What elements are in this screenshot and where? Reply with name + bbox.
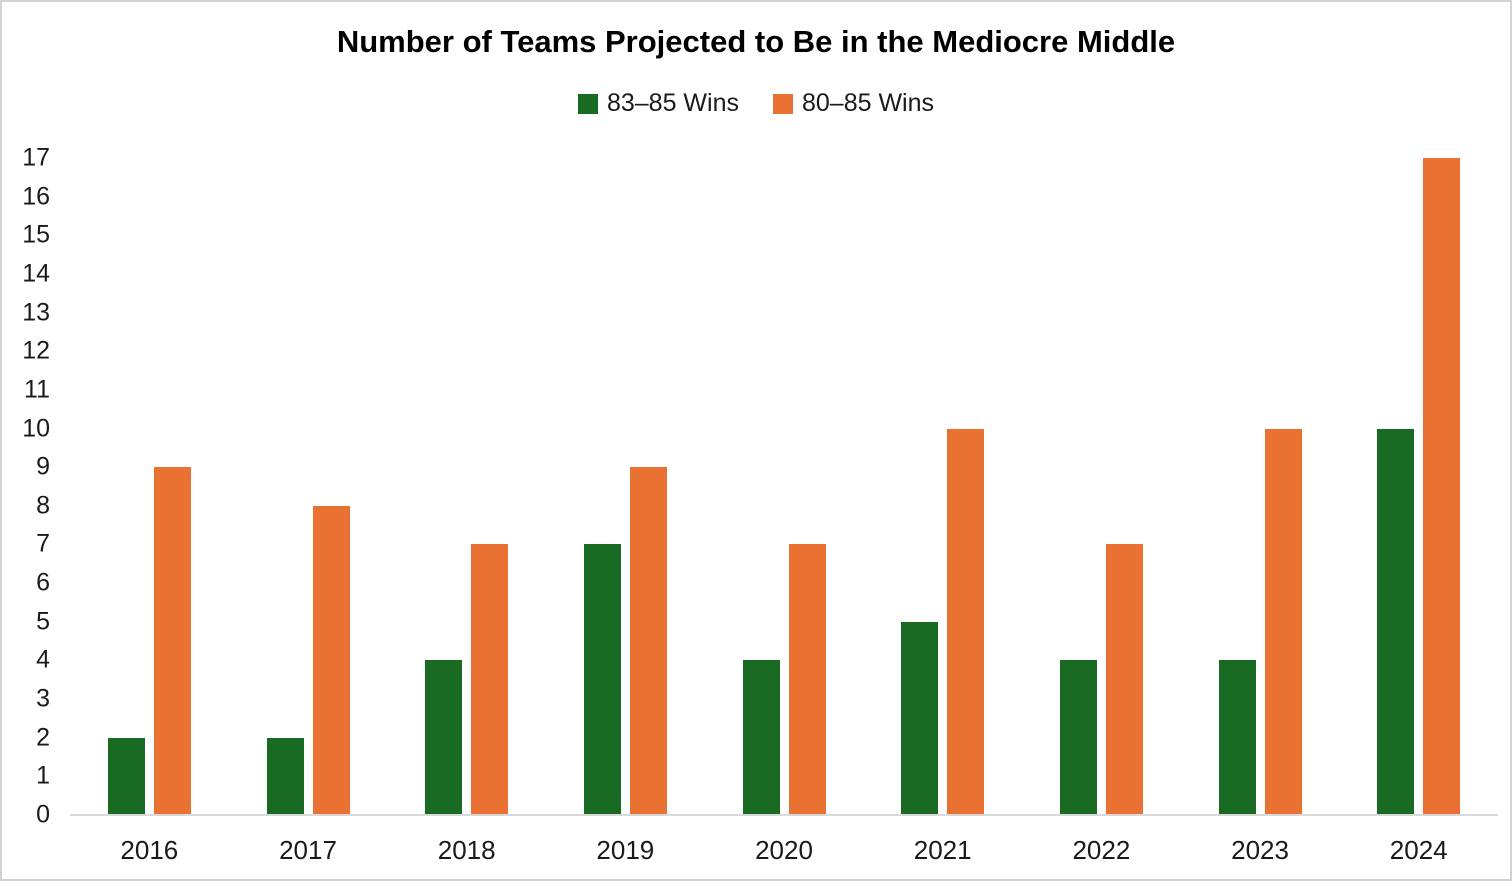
bar-80-85-wins-2016 bbox=[153, 467, 191, 815]
legend-swatch-83-85-wins bbox=[577, 93, 598, 114]
category-group-2019 bbox=[546, 158, 705, 815]
y-tick-10: 10 bbox=[22, 414, 50, 443]
legend: 83–85 Wins 80–85 Wins bbox=[2, 89, 1510, 118]
category-group-2017 bbox=[229, 158, 388, 815]
x-axis-label-2016: 2016 bbox=[120, 835, 179, 865]
bar-80-85-wins-2021 bbox=[947, 428, 985, 815]
category-group-2022 bbox=[1022, 158, 1181, 815]
bar-83-85-wins-2022 bbox=[1059, 660, 1097, 815]
y-tick-4: 4 bbox=[36, 645, 50, 674]
category-group-2018 bbox=[387, 158, 546, 815]
y-tick-17: 17 bbox=[22, 143, 50, 172]
x-axis-label-2018: 2018 bbox=[437, 835, 496, 865]
legend-item-83-85-wins: 83–85 Wins bbox=[577, 89, 739, 118]
legend-label: 83–85 Wins bbox=[606, 89, 739, 117]
bar-83-85-wins-2018 bbox=[425, 660, 463, 815]
y-tick-3: 3 bbox=[36, 684, 50, 713]
bar-83-85-wins-2021 bbox=[901, 621, 939, 815]
bar-80-85-wins-2019 bbox=[629, 467, 667, 815]
x-axis-label-2020: 2020 bbox=[755, 835, 813, 865]
x-axis-label-2022: 2022 bbox=[1072, 835, 1131, 865]
bar-83-85-wins-2017 bbox=[266, 737, 304, 815]
legend-swatch-80-85-wins bbox=[773, 93, 793, 114]
legend-label: 80–85 Wins bbox=[802, 89, 935, 117]
bar-80-85-wins-2023 bbox=[1264, 428, 1302, 815]
bar-83-85-wins-2023 bbox=[1218, 660, 1256, 815]
y-tick-12: 12 bbox=[22, 336, 50, 365]
category-group-2020 bbox=[705, 158, 864, 815]
y-tick-0: 0 bbox=[36, 800, 50, 829]
x-axis-label-2023: 2023 bbox=[1231, 835, 1289, 865]
bar-83-85-wins-2016 bbox=[107, 737, 145, 815]
bar-83-85-wins-2020 bbox=[742, 660, 780, 815]
category-group-2023 bbox=[1181, 158, 1340, 815]
y-tick-6: 6 bbox=[36, 568, 50, 597]
x-axis-label-2024: 2024 bbox=[1389, 835, 1448, 865]
x-axis-label-2021: 2021 bbox=[913, 835, 972, 865]
category-group-2016 bbox=[70, 158, 229, 815]
bar-80-85-wins-2018 bbox=[471, 544, 509, 815]
y-tick-14: 14 bbox=[22, 259, 50, 288]
bar-80-85-wins-2020 bbox=[788, 544, 826, 815]
category-group-2021 bbox=[863, 158, 1022, 815]
bar-83-85-wins-2019 bbox=[583, 544, 621, 815]
chart-title: Number of Teams Projected to Be in the M… bbox=[336, 24, 1176, 59]
y-axis: 0 1 2 3 4 5 6 7 8 9 10 11 12 13 14 15 16 17 bbox=[2, 145, 50, 827]
y-tick-13: 13 bbox=[22, 298, 50, 327]
category-group-2024 bbox=[1339, 158, 1498, 815]
legend-item-80-85-wins: 80–85 Wins bbox=[773, 89, 934, 118]
x-axis-line bbox=[70, 814, 1498, 816]
y-tick-1: 1 bbox=[36, 761, 50, 790]
bar-80-85-wins-2022 bbox=[1105, 544, 1143, 815]
y-tick-11: 11 bbox=[24, 375, 50, 404]
x-axis-labels: 2016 2017 2018 2019 2020 2021 2022 2023 2024 bbox=[70, 835, 1498, 866]
bar-83-85-wins-2024 bbox=[1377, 428, 1415, 815]
y-tick-8: 8 bbox=[36, 491, 50, 520]
y-tick-15: 15 bbox=[22, 220, 50, 249]
bar-80-85-wins-2017 bbox=[312, 505, 350, 815]
y-tick-7: 7 bbox=[36, 529, 50, 558]
y-tick-9: 9 bbox=[36, 452, 50, 481]
y-tick-2: 2 bbox=[36, 723, 50, 752]
x-axis-label-2017: 2017 bbox=[279, 835, 337, 865]
y-tick-5: 5 bbox=[36, 607, 50, 636]
plot bbox=[70, 158, 1498, 815]
x-axis-label-2019: 2019 bbox=[596, 835, 655, 865]
y-tick-16: 16 bbox=[22, 182, 50, 211]
bar-80-85-wins-2024 bbox=[1423, 158, 1461, 815]
